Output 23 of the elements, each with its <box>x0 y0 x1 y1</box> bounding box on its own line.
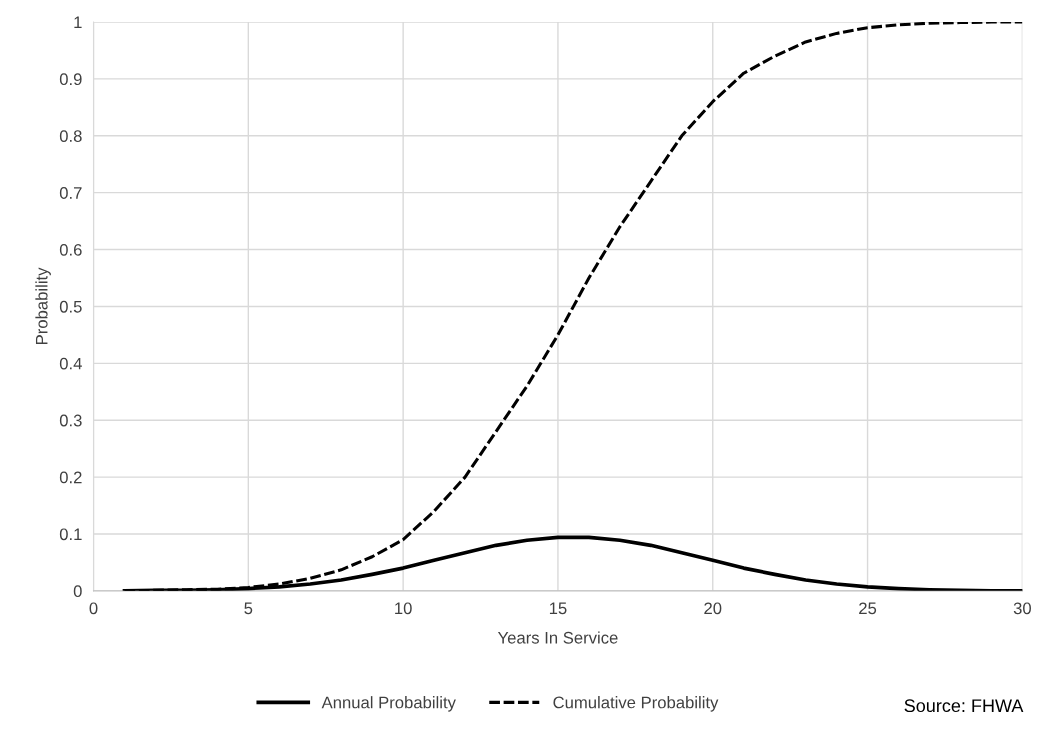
y-tick-label: 0.3 <box>59 414 82 427</box>
x-tick-label: 10 <box>395 602 412 615</box>
y-tick-label: 0.5 <box>59 300 82 313</box>
x-tick-label: 20 <box>704 602 722 615</box>
y-tick-label: 0.8 <box>59 130 82 142</box>
y-tick-label: 0.4 <box>59 357 82 370</box>
source-note: Source: FHWA <box>904 699 1024 713</box>
y-tick-label: 0.6 <box>59 243 82 256</box>
x-tick-label: 0 <box>89 602 98 615</box>
y-tick-label: 0.2 <box>59 471 82 484</box>
y-tick-label: 1 <box>74 16 82 29</box>
x-axis-title: Years In Service <box>497 631 618 644</box>
x-tick-label: 15 <box>549 602 567 615</box>
x-tick-label: 25 <box>859 602 877 615</box>
x-tick-label: 5 <box>244 602 253 615</box>
legend-label: Annual Probability <box>321 696 456 712</box>
y-axis-title: Probability <box>35 267 51 344</box>
y-tick-label: 0.9 <box>59 73 82 86</box>
y-tick-label: 0.1 <box>59 528 82 541</box>
legend-label: Cumulative Probability <box>553 696 719 712</box>
y-tick-label: 0.7 <box>59 187 82 199</box>
x-tick-label: 30 <box>1013 602 1031 615</box>
y-tick-label: 0 <box>73 585 82 598</box>
